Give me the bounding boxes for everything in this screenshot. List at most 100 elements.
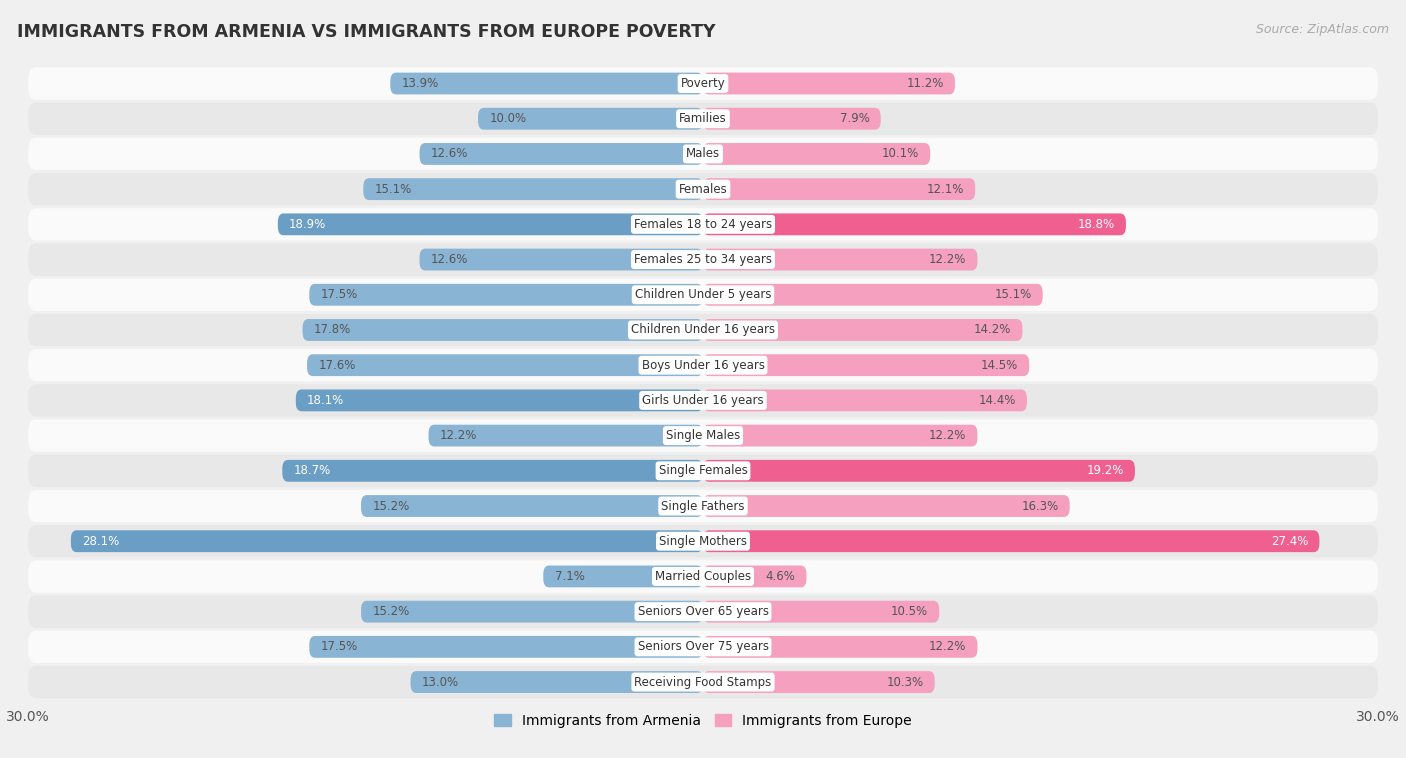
Text: 12.6%: 12.6% <box>430 253 468 266</box>
Text: 15.1%: 15.1% <box>994 288 1032 301</box>
Text: Single Mothers: Single Mothers <box>659 534 747 548</box>
Legend: Immigrants from Armenia, Immigrants from Europe: Immigrants from Armenia, Immigrants from… <box>488 708 918 734</box>
Text: 12.1%: 12.1% <box>927 183 965 196</box>
FancyBboxPatch shape <box>703 565 807 587</box>
Text: Married Couples: Married Couples <box>655 570 751 583</box>
FancyBboxPatch shape <box>28 279 1378 311</box>
FancyBboxPatch shape <box>703 531 1319 552</box>
Text: 10.3%: 10.3% <box>886 675 924 688</box>
FancyBboxPatch shape <box>295 390 703 412</box>
FancyBboxPatch shape <box>28 243 1378 276</box>
Text: 16.3%: 16.3% <box>1021 500 1059 512</box>
FancyBboxPatch shape <box>419 143 703 164</box>
Text: 27.4%: 27.4% <box>1271 534 1308 548</box>
Text: 15.1%: 15.1% <box>374 183 412 196</box>
Text: 17.8%: 17.8% <box>314 324 352 337</box>
FancyBboxPatch shape <box>28 455 1378 487</box>
Text: Females 25 to 34 years: Females 25 to 34 years <box>634 253 772 266</box>
Text: Boys Under 16 years: Boys Under 16 years <box>641 359 765 371</box>
Text: Females: Females <box>679 183 727 196</box>
Text: IMMIGRANTS FROM ARMENIA VS IMMIGRANTS FROM EUROPE POVERTY: IMMIGRANTS FROM ARMENIA VS IMMIGRANTS FR… <box>17 23 716 41</box>
Text: Receiving Food Stamps: Receiving Food Stamps <box>634 675 772 688</box>
Text: 18.1%: 18.1% <box>307 394 344 407</box>
FancyBboxPatch shape <box>703 460 1135 482</box>
Text: 28.1%: 28.1% <box>82 534 120 548</box>
Text: Seniors Over 75 years: Seniors Over 75 years <box>637 641 769 653</box>
FancyBboxPatch shape <box>703 319 1022 341</box>
Text: 12.2%: 12.2% <box>929 429 966 442</box>
Text: 13.9%: 13.9% <box>402 77 439 90</box>
FancyBboxPatch shape <box>703 390 1026 412</box>
FancyBboxPatch shape <box>419 249 703 271</box>
FancyBboxPatch shape <box>703 214 1126 235</box>
Text: 17.6%: 17.6% <box>318 359 356 371</box>
FancyBboxPatch shape <box>28 490 1378 522</box>
FancyBboxPatch shape <box>70 531 703 552</box>
Text: Seniors Over 65 years: Seniors Over 65 years <box>637 605 769 618</box>
FancyBboxPatch shape <box>363 178 703 200</box>
FancyBboxPatch shape <box>283 460 703 482</box>
FancyBboxPatch shape <box>307 354 703 376</box>
Text: 17.5%: 17.5% <box>321 641 357 653</box>
FancyBboxPatch shape <box>703 108 880 130</box>
FancyBboxPatch shape <box>391 73 703 95</box>
FancyBboxPatch shape <box>28 67 1378 100</box>
Text: 14.5%: 14.5% <box>981 359 1018 371</box>
Text: 10.5%: 10.5% <box>891 605 928 618</box>
FancyBboxPatch shape <box>28 666 1378 698</box>
Text: 7.9%: 7.9% <box>839 112 869 125</box>
FancyBboxPatch shape <box>703 636 977 658</box>
FancyBboxPatch shape <box>543 565 703 587</box>
FancyBboxPatch shape <box>28 596 1378 628</box>
Text: 19.2%: 19.2% <box>1087 465 1123 478</box>
FancyBboxPatch shape <box>703 73 955 95</box>
FancyBboxPatch shape <box>703 495 1070 517</box>
Text: 10.1%: 10.1% <box>882 148 920 161</box>
FancyBboxPatch shape <box>278 214 703 235</box>
Text: 11.2%: 11.2% <box>907 77 943 90</box>
FancyBboxPatch shape <box>429 424 703 446</box>
FancyBboxPatch shape <box>28 419 1378 452</box>
Text: 12.2%: 12.2% <box>929 253 966 266</box>
Text: 10.0%: 10.0% <box>489 112 526 125</box>
FancyBboxPatch shape <box>28 208 1378 240</box>
Text: Females 18 to 24 years: Females 18 to 24 years <box>634 218 772 231</box>
Text: 17.5%: 17.5% <box>321 288 357 301</box>
FancyBboxPatch shape <box>703 283 1043 305</box>
FancyBboxPatch shape <box>703 601 939 622</box>
FancyBboxPatch shape <box>28 631 1378 663</box>
Text: 12.2%: 12.2% <box>440 429 477 442</box>
FancyBboxPatch shape <box>478 108 703 130</box>
Text: Children Under 5 years: Children Under 5 years <box>634 288 772 301</box>
FancyBboxPatch shape <box>28 138 1378 170</box>
FancyBboxPatch shape <box>28 314 1378 346</box>
FancyBboxPatch shape <box>703 143 931 164</box>
FancyBboxPatch shape <box>703 178 976 200</box>
FancyBboxPatch shape <box>361 601 703 622</box>
Text: Males: Males <box>686 148 720 161</box>
Text: Single Females: Single Females <box>658 465 748 478</box>
Text: Single Males: Single Males <box>666 429 740 442</box>
FancyBboxPatch shape <box>309 636 703 658</box>
Text: Children Under 16 years: Children Under 16 years <box>631 324 775 337</box>
FancyBboxPatch shape <box>411 671 703 693</box>
FancyBboxPatch shape <box>703 424 977 446</box>
Text: 15.2%: 15.2% <box>373 605 409 618</box>
Text: 12.2%: 12.2% <box>929 641 966 653</box>
Text: Single Fathers: Single Fathers <box>661 500 745 512</box>
FancyBboxPatch shape <box>28 384 1378 417</box>
Text: 18.9%: 18.9% <box>290 218 326 231</box>
FancyBboxPatch shape <box>361 495 703 517</box>
Text: 7.1%: 7.1% <box>554 570 585 583</box>
Text: 12.6%: 12.6% <box>430 148 468 161</box>
Text: Girls Under 16 years: Girls Under 16 years <box>643 394 763 407</box>
FancyBboxPatch shape <box>28 102 1378 135</box>
FancyBboxPatch shape <box>28 173 1378 205</box>
FancyBboxPatch shape <box>703 354 1029 376</box>
Text: Poverty: Poverty <box>681 77 725 90</box>
Text: Source: ZipAtlas.com: Source: ZipAtlas.com <box>1256 23 1389 36</box>
Text: 13.0%: 13.0% <box>422 675 458 688</box>
Text: 18.8%: 18.8% <box>1077 218 1115 231</box>
FancyBboxPatch shape <box>309 283 703 305</box>
Text: 18.7%: 18.7% <box>294 465 330 478</box>
